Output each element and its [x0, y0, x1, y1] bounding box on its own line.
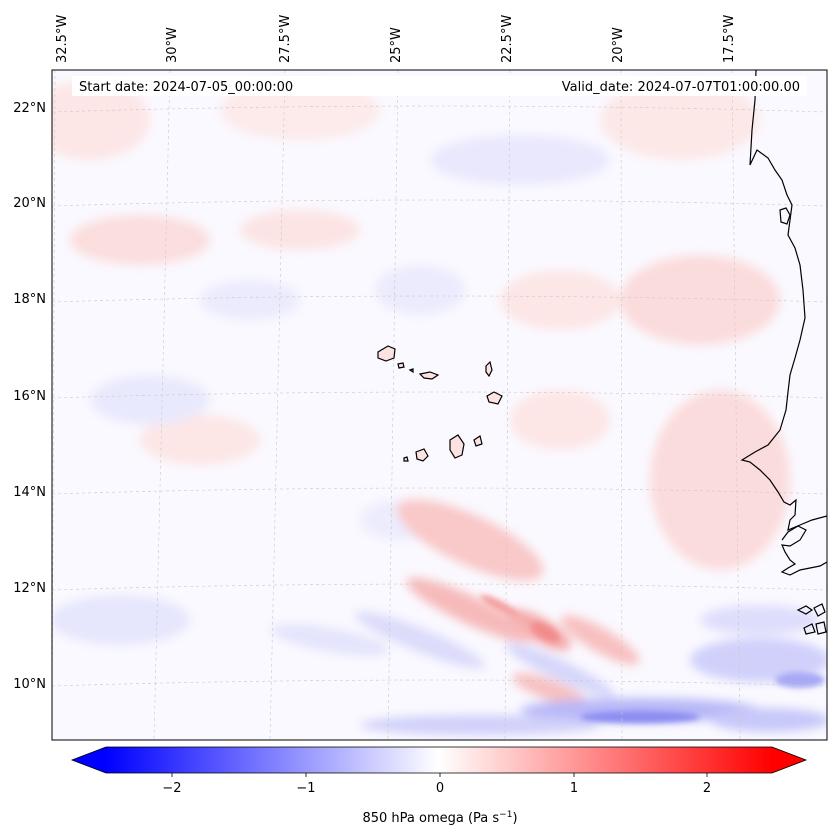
colorbar-tick-label: 2 — [703, 781, 711, 796]
lat-label: 22°N — [13, 101, 46, 116]
lon-label: 22.5°W — [500, 15, 515, 63]
colorbar-tick-label: −1 — [296, 781, 315, 796]
valid-date-text: Valid_date: 2024-07-07T01:00:00.00 — [562, 80, 800, 95]
lon-label: 32.5°W — [55, 15, 70, 63]
lon-label: 20°W — [611, 27, 626, 63]
lon-label: 25°W — [389, 27, 404, 63]
coastline-africa — [740, 70, 827, 635]
lon-label: 27.5°W — [278, 15, 293, 63]
cape-verde-islands — [377, 345, 503, 462]
lat-label: 16°N — [13, 389, 46, 404]
lat-label: 14°N — [13, 485, 46, 500]
omega-field-strong — [480, 594, 825, 723]
map-panel: Start date: 2024-07-05_00:00:00 Valid_da… — [52, 70, 827, 740]
date-info-background — [72, 76, 807, 96]
lat-label: 12°N — [13, 581, 46, 596]
colorbar-tick-label: 1 — [570, 781, 578, 796]
colorbar-extend-low — [72, 747, 106, 773]
colorbar-tick-label: −2 — [162, 781, 181, 796]
latitude-labels: 22°N 20°N 18°N 16°N 14°N 12°N 10°N — [13, 101, 46, 692]
lon-label: 30°W — [165, 27, 180, 63]
map-frame — [51, 69, 828, 741]
colorbar-extend-high — [772, 747, 806, 773]
colorbar: −2 −1 0 1 2 850 hPa omega (Pa s−1) — [70, 746, 808, 826]
lat-label: 18°N — [13, 292, 46, 307]
colorbar-ticks — [171, 773, 708, 777]
colorbar-gradient — [106, 747, 772, 773]
graticule — [52, 70, 827, 740]
colorbar-title: 850 hPa omega (Pa s−1) — [362, 810, 517, 826]
colorbar-tick-label: 0 — [436, 781, 444, 796]
lat-label: 10°N — [13, 677, 46, 692]
start-date-text: Start date: 2024-07-05_00:00:00 — [79, 80, 293, 95]
longitude-labels: 32.5°W 30°W 27.5°W 25°W 22.5°W 20°W 17.5… — [55, 15, 737, 63]
lon-label: 17.5°W — [722, 15, 737, 63]
colorbar-outline — [70, 746, 808, 774]
lat-label: 20°N — [13, 196, 46, 211]
